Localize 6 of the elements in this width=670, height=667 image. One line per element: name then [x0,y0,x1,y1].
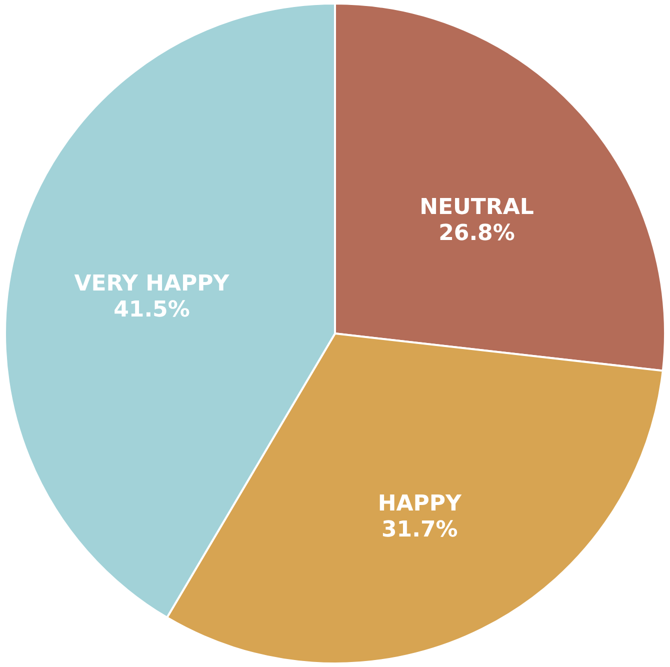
slice-label: NEUTRAL [420,194,534,220]
data-label: 41.5% [114,297,190,322]
data-label: 31.7% [381,518,458,543]
slice-label: VERY HAPPY [74,271,230,296]
data-label: 26.8% [438,220,515,246]
slice-label: HAPPY [378,492,463,517]
